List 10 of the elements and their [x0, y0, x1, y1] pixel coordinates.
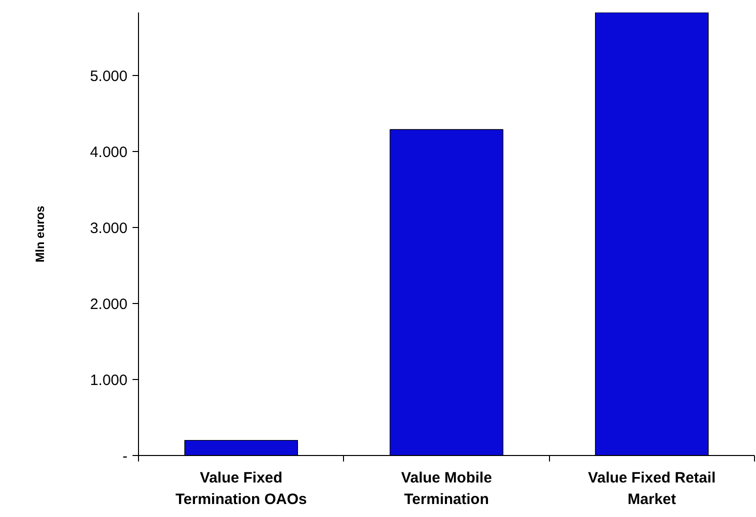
y-tick-label: 5.000 — [90, 68, 128, 86]
y-tick-label: - — [122, 448, 128, 465]
x-tick-label: Value Mobile Termination — [401, 470, 492, 508]
x-tick-label: Value Fixed Termination OAOs — [175, 470, 307, 508]
y-tick-label: 2.000 — [90, 296, 128, 314]
y-tick-label: 1.000 — [90, 372, 128, 390]
y-tick-label: 3.000 — [90, 220, 128, 238]
y-axis-title: Mln euros — [32, 205, 47, 262]
y-tick-label: 4.000 — [90, 144, 128, 162]
x-tick-label: Value Fixed Retail Market — [588, 470, 716, 508]
